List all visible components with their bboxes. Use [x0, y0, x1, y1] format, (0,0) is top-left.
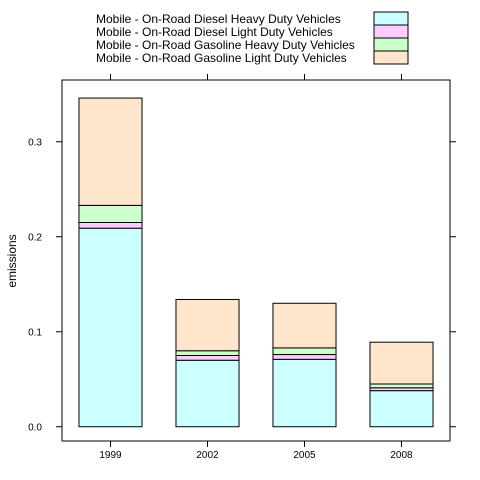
y-tick-label: 0.0: [28, 422, 42, 433]
bar-segment-2002-series-2: [175, 350, 240, 356]
x-tick-label: 2008: [390, 450, 413, 461]
legend-swatch: [373, 50, 409, 65]
bar-segment-2008-series-2: [369, 383, 434, 389]
legend-label: Mobile - On-Road Gasoline Heavy Duty Veh…: [96, 38, 355, 52]
x-tick-label: 2002: [196, 450, 219, 461]
y-tick-label: 0.2: [28, 232, 42, 243]
x-axis: 1999 2002 2005 2008: [99, 74, 413, 461]
bar-segment-2008-series-0: [369, 390, 434, 428]
bar-segment-2005-series-0: [272, 358, 337, 428]
y-tick-label: 0.1: [28, 327, 42, 338]
legend-swatch: [373, 24, 409, 39]
bar-segment-2005-series-3: [272, 302, 337, 349]
bars-group: [78, 97, 434, 428]
y-tick-label: 0.3: [28, 137, 42, 148]
x-tick-label: 1999: [99, 450, 122, 461]
bar-segment-1999-series-2: [78, 204, 143, 223]
bar-segment-2008-series-3: [369, 341, 434, 385]
bar-segment-2005-series-1: [272, 354, 337, 360]
bar-segment-2002-series-1: [175, 355, 240, 361]
bar-segment-2002-series-0: [175, 359, 240, 428]
bar-segment-1999-series-3: [78, 97, 143, 206]
legend-swatch: [373, 37, 409, 52]
y-axis-label: emissions: [5, 234, 19, 287]
legend-label: Mobile - On-Road Diesel Light Duty Vehic…: [96, 25, 333, 39]
x-tick-label: 2005: [293, 450, 316, 461]
legend-label: Mobile - On-Road Diesel Heavy Duty Vehic…: [96, 12, 341, 26]
bar-segment-2002-series-3: [175, 298, 240, 352]
bar-segment-1999-series-1: [78, 222, 143, 229]
legend: Mobile - On-Road Diesel Heavy Duty Vehic…: [96, 11, 409, 65]
legend-swatch: [373, 11, 409, 26]
legend-label: Mobile - On-Road Gasoline Light Duty Veh…: [96, 51, 347, 65]
bar-segment-2005-series-2: [272, 347, 337, 356]
bar-segment-1999-series-0: [78, 227, 143, 428]
y-axis: 0.0 0.1 0.2 0.3: [28, 137, 456, 433]
plot-area-frame: [61, 79, 451, 442]
